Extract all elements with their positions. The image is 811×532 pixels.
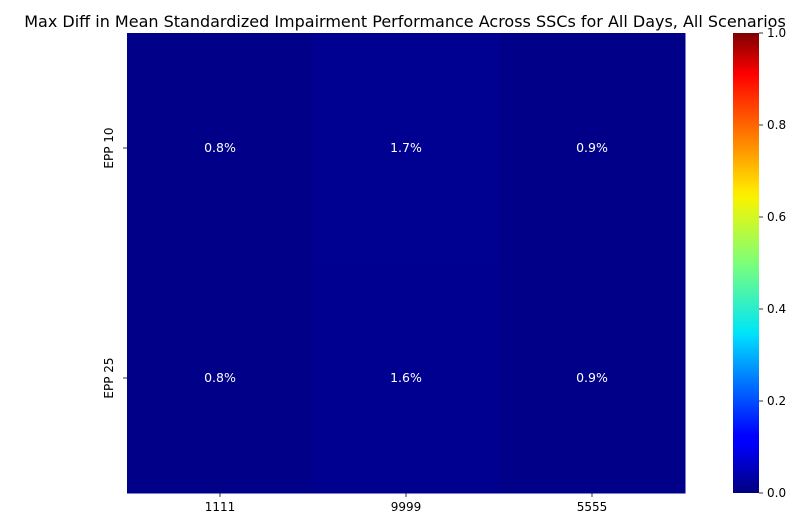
y-tick-label: EPP 25 [102, 357, 116, 398]
x-tick-label: 1111 [205, 500, 236, 514]
heatmap-cell [499, 33, 686, 264]
cell-annotation: 0.8% [204, 140, 236, 155]
heatmap-cell [313, 263, 500, 494]
heatmap-cell [127, 33, 314, 264]
cell-annotation: 1.6% [390, 370, 422, 385]
y-axis: EPP 10 EPP 25 [102, 127, 127, 399]
heatmap-cell [499, 263, 686, 494]
cell-annotation: 0.9% [576, 370, 608, 385]
x-axis: 1111 9999 5555 [205, 493, 608, 514]
x-tick-label: 5555 [577, 500, 608, 514]
colorbar-tick-label: 0.0 [767, 486, 786, 500]
cell-annotation: 0.8% [204, 370, 236, 385]
colorbar-tick-label: 0.6 [767, 210, 786, 224]
heatmap-cells [127, 33, 686, 494]
colorbar-axis: 0.0 0.2 0.4 0.6 0.8 1.0 [759, 26, 786, 500]
x-tick-label: 9999 [391, 500, 422, 514]
colorbar-tick-label: 0.8 [767, 118, 786, 132]
colorbar [733, 33, 759, 493]
cell-annotations: 0.8% 1.7% 0.9% 0.8% 1.6% 0.9% [204, 140, 608, 385]
colorbar-tick-label: 0.4 [767, 302, 786, 316]
cell-annotation: 0.9% [576, 140, 608, 155]
heatmap-cell [313, 33, 500, 264]
colorbar-tick-label: 1.0 [767, 26, 786, 40]
heatmap-cell [127, 263, 314, 494]
colorbar-tick-label: 0.2 [767, 394, 786, 408]
cell-annotation: 1.7% [390, 140, 422, 155]
chart-title: Max Diff in Mean Standardized Impairment… [24, 12, 786, 31]
y-tick-label: EPP 10 [102, 127, 116, 168]
